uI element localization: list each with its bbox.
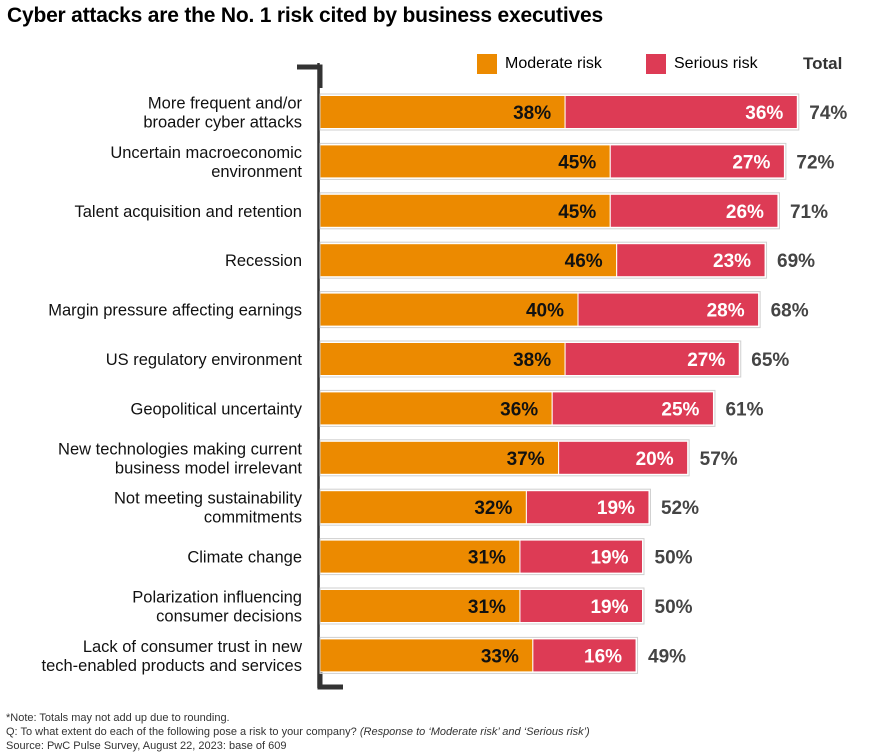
category-label: consumer decisions — [156, 608, 302, 626]
data-label-serious: 25% — [661, 399, 699, 420]
data-label-moderate: 38% — [513, 350, 551, 371]
data-label-serious: 27% — [732, 152, 770, 173]
data-label-serious: 36% — [745, 103, 783, 124]
data-label-serious: 20% — [636, 449, 674, 470]
category-label: Talent acquisition and retention — [75, 203, 303, 221]
category-label: broader cyber attacks — [143, 114, 302, 132]
data-label-total: 69% — [777, 251, 815, 272]
category-label: business model irrelevant — [115, 459, 303, 477]
category-label: Lack of consumer trust in new — [83, 638, 302, 656]
footnote-question-text: Q: To what extent do each of the followi… — [6, 726, 357, 738]
category-label: More frequent and/or — [148, 95, 303, 113]
data-label-total: 49% — [648, 646, 686, 667]
data-label-total: 61% — [725, 399, 763, 420]
footnotes: *Note: Totals may not add up due to roun… — [6, 711, 590, 753]
data-label-moderate: 37% — [507, 449, 545, 470]
category-label: Margin pressure affecting earnings — [48, 302, 302, 320]
data-label-total: 50% — [655, 548, 693, 569]
category-label: Uncertain macroeconomic — [110, 144, 302, 162]
category-label: US regulatory environment — [106, 351, 303, 369]
data-label-moderate: 38% — [513, 103, 551, 124]
data-label-total: 71% — [790, 202, 828, 223]
category-label: New technologies making current — [58, 440, 302, 458]
data-label-moderate: 31% — [468, 597, 506, 618]
footnote-question-response: (Response to ‘Moderate risk’ and ‘Seriou… — [360, 726, 590, 738]
axis-bracket-top — [297, 67, 320, 88]
data-label-total: 72% — [796, 152, 834, 173]
data-label-moderate: 40% — [526, 301, 564, 322]
data-label-moderate: 33% — [481, 646, 519, 667]
data-label-serious: 26% — [726, 202, 764, 223]
data-label-serious: 16% — [584, 646, 622, 667]
data-label-total: 74% — [809, 103, 847, 124]
data-label-serious: 23% — [713, 251, 751, 272]
data-label-total: 65% — [751, 350, 789, 371]
category-label: Not meeting sustainability — [114, 490, 303, 508]
footnote-source: Source: PwC Pulse Survey, August 22, 202… — [6, 739, 590, 753]
data-label-serious: 28% — [707, 301, 745, 322]
category-label: commitments — [204, 509, 302, 527]
data-label-total: 50% — [655, 597, 693, 618]
category-label: Polarization influencing — [132, 589, 302, 607]
data-label-moderate: 31% — [468, 548, 506, 569]
category-label: Geopolitical uncertainty — [130, 400, 302, 418]
data-label-moderate: 45% — [558, 202, 596, 223]
data-label-moderate: 46% — [565, 251, 603, 272]
data-label-total: 52% — [661, 498, 699, 519]
data-label-serious: 27% — [687, 350, 725, 371]
data-label-moderate: 36% — [500, 399, 538, 420]
data-label-serious: 19% — [590, 548, 628, 569]
footnote-question: Q: To what extent do each of the followi… — [6, 725, 590, 739]
data-label-total: 68% — [771, 301, 809, 322]
data-label-serious: 19% — [590, 597, 628, 618]
data-label-serious: 19% — [597, 498, 635, 519]
data-label-total: 57% — [700, 449, 738, 470]
category-label: Climate change — [187, 549, 302, 567]
data-label-moderate: 32% — [474, 498, 512, 519]
category-label: tech-enabled products and services — [42, 657, 303, 675]
data-label-moderate: 45% — [558, 152, 596, 173]
category-label: Recession — [225, 252, 302, 270]
category-label: environment — [211, 163, 302, 181]
footnote-note: *Note: Totals may not add up due to roun… — [6, 711, 590, 725]
